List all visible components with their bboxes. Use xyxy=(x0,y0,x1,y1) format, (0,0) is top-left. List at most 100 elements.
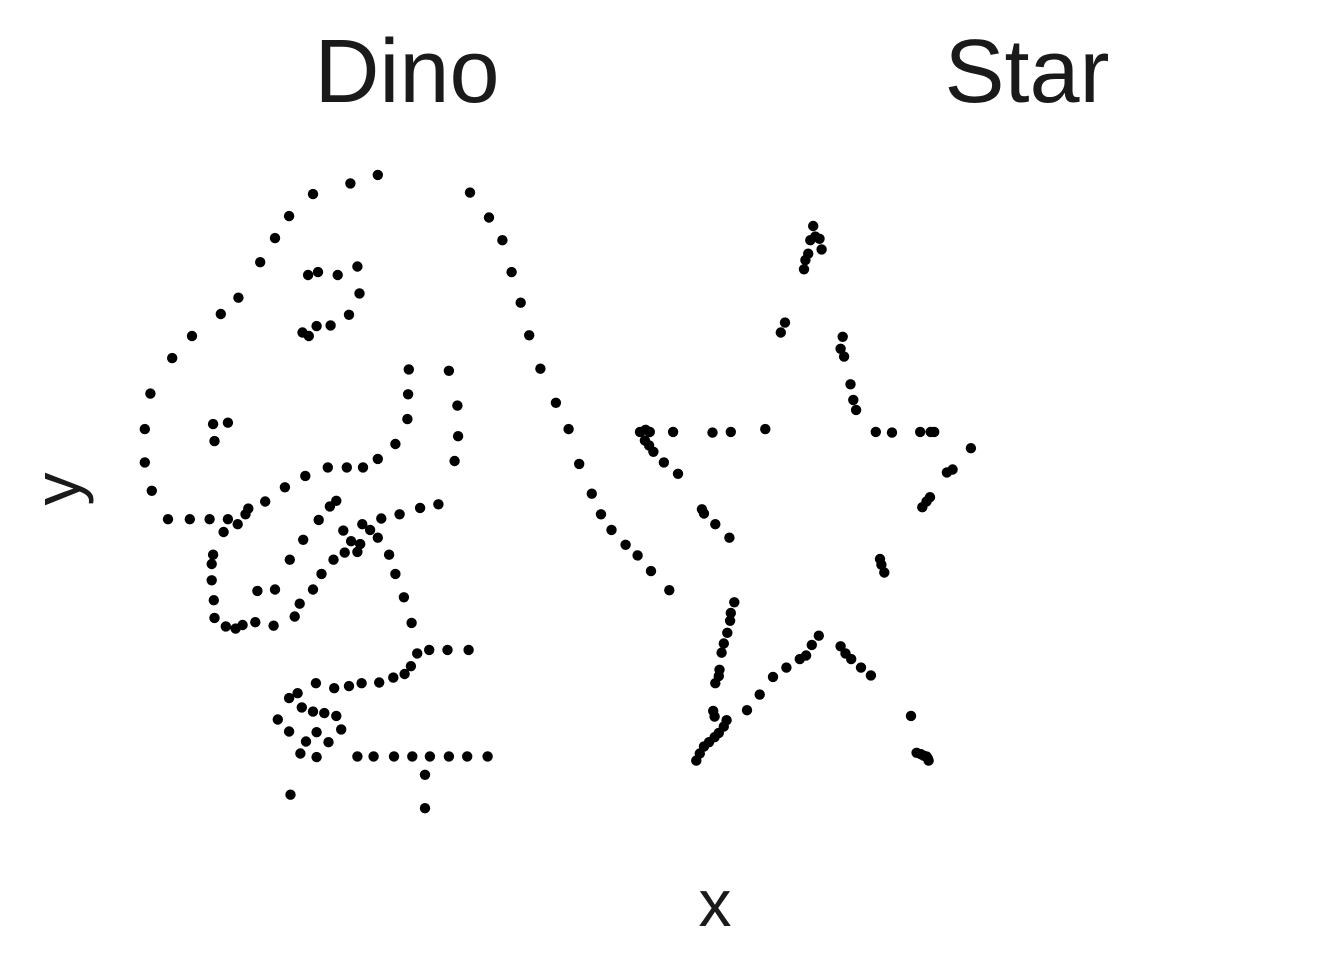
data-point xyxy=(463,644,474,656)
data-point xyxy=(322,462,333,473)
data-point xyxy=(230,623,241,634)
data-point xyxy=(331,495,342,506)
data-point xyxy=(294,598,305,609)
data-point xyxy=(162,514,174,525)
data-point xyxy=(250,617,261,628)
data-point xyxy=(368,751,379,762)
data-point xyxy=(915,426,926,438)
data-point xyxy=(283,210,295,222)
data-point xyxy=(184,514,195,525)
data-point xyxy=(338,525,349,536)
data-point xyxy=(222,514,234,525)
data-point xyxy=(402,413,413,425)
data-point xyxy=(204,514,215,525)
scatter-panel-star xyxy=(634,220,977,766)
data-point xyxy=(307,188,319,200)
data-point xyxy=(923,755,934,766)
data-point xyxy=(215,308,226,320)
data-point xyxy=(724,615,736,626)
data-point xyxy=(855,662,867,673)
data-point xyxy=(319,707,330,719)
data-point xyxy=(139,457,150,468)
data-point xyxy=(876,559,887,570)
data-point xyxy=(586,488,597,499)
data-point xyxy=(146,485,157,496)
data-point xyxy=(779,317,791,328)
data-point xyxy=(332,269,343,281)
data-point xyxy=(816,244,827,255)
data-point xyxy=(269,232,281,244)
data-point xyxy=(390,438,401,450)
data-point xyxy=(300,470,311,482)
data-point xyxy=(724,532,735,543)
data-point xyxy=(767,671,779,683)
data-point xyxy=(462,751,473,762)
data-point xyxy=(886,427,898,438)
facet-title-star: Star xyxy=(944,22,1109,122)
data-point xyxy=(312,266,324,278)
data-point xyxy=(357,519,368,530)
data-point xyxy=(233,292,244,303)
data-point xyxy=(407,751,418,762)
data-point xyxy=(667,426,679,438)
data-point xyxy=(302,269,314,281)
data-point xyxy=(850,404,862,416)
data-point xyxy=(345,178,356,189)
data-point xyxy=(167,352,178,364)
data-point xyxy=(710,678,721,689)
data-point xyxy=(352,546,363,558)
data-point xyxy=(865,670,877,681)
data-point xyxy=(443,365,455,376)
data-point xyxy=(870,426,881,438)
data-point xyxy=(364,524,376,536)
data-point xyxy=(313,514,324,526)
data-point xyxy=(965,443,977,454)
data-point xyxy=(808,220,819,232)
data-point xyxy=(917,502,928,513)
data-point xyxy=(725,607,736,619)
data-point xyxy=(482,751,493,762)
scatter-panel-dino xyxy=(139,169,675,814)
data-point xyxy=(838,351,850,362)
data-point xyxy=(806,639,817,651)
data-point xyxy=(658,457,670,468)
data-point xyxy=(691,755,702,766)
data-point xyxy=(355,538,366,550)
data-point xyxy=(718,638,729,649)
data-point xyxy=(837,331,848,342)
data-point xyxy=(672,468,684,479)
data-point xyxy=(343,680,355,692)
data-point xyxy=(452,400,463,411)
data-point xyxy=(729,597,740,608)
data-point xyxy=(634,426,646,438)
data-point xyxy=(329,683,340,694)
data-point xyxy=(269,584,281,595)
data-point xyxy=(805,235,816,246)
data-point xyxy=(260,496,271,507)
data-point xyxy=(316,568,327,580)
data-point xyxy=(390,568,401,580)
data-point xyxy=(279,482,291,493)
data-point xyxy=(399,668,410,680)
data-point xyxy=(207,549,219,560)
data-point xyxy=(284,554,295,565)
data-point xyxy=(139,423,150,435)
data-point xyxy=(292,688,303,699)
data-point xyxy=(209,435,220,447)
data-point xyxy=(620,539,631,550)
data-point xyxy=(345,536,357,547)
data-point xyxy=(741,705,753,716)
data-point xyxy=(311,320,322,332)
data-point xyxy=(846,653,857,665)
data-point xyxy=(343,309,355,320)
data-point xyxy=(325,320,336,331)
data-point xyxy=(848,394,859,406)
data-point xyxy=(331,710,342,722)
data-point xyxy=(394,509,405,520)
data-point xyxy=(307,706,319,717)
data-point xyxy=(710,519,721,530)
data-point xyxy=(255,257,266,268)
data-point xyxy=(452,431,464,442)
data-point xyxy=(648,446,659,457)
